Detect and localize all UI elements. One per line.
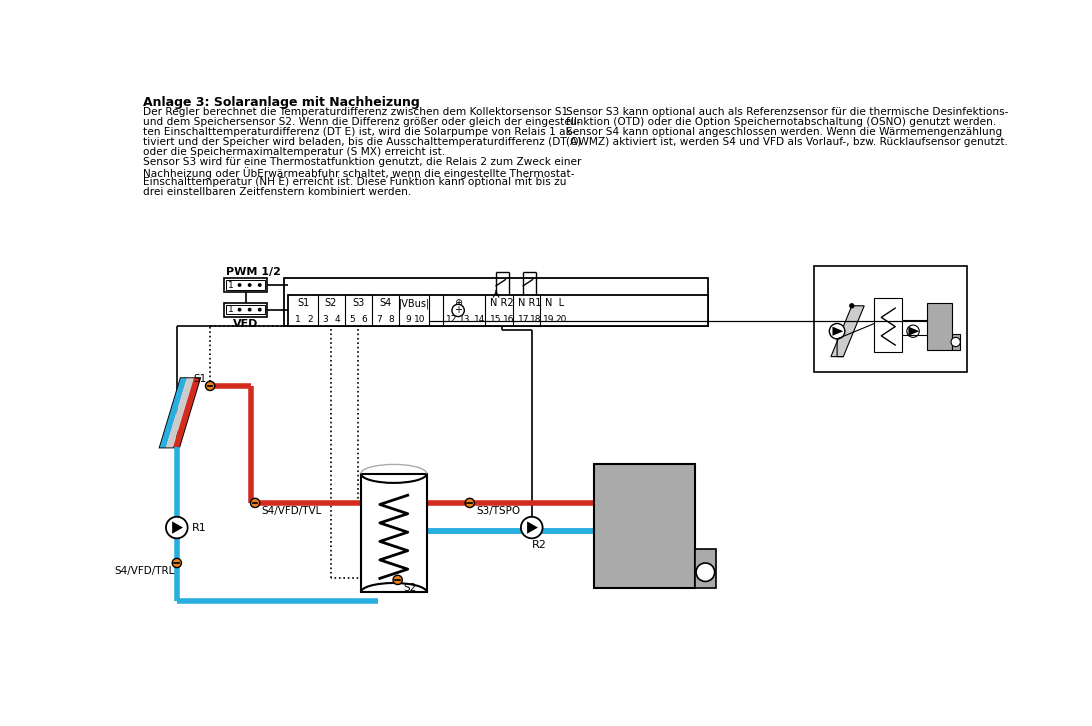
Text: Sensor S4 kann optional angeschlossen werden. Wenn die Wärmemengenzählung: Sensor S4 kann optional angeschlossen we… xyxy=(566,127,1002,137)
Text: R2: R2 xyxy=(532,539,547,550)
Circle shape xyxy=(906,325,919,338)
Text: 13: 13 xyxy=(459,314,470,324)
Polygon shape xyxy=(166,378,194,447)
Text: 3: 3 xyxy=(322,314,328,324)
Bar xyxy=(361,473,427,592)
Text: tiviert und der Speicher wird beladen, bis die Ausschalttemperaturdifferenz (DT : tiviert und der Speicher wird beladen, b… xyxy=(143,137,581,147)
Text: |VBus|: |VBus| xyxy=(399,298,429,309)
Text: N R1: N R1 xyxy=(518,298,542,308)
Bar xyxy=(952,333,960,351)
Text: N R2: N R2 xyxy=(490,298,514,308)
Text: VFD: VFD xyxy=(233,319,259,329)
Bar xyxy=(927,303,952,351)
Circle shape xyxy=(465,498,474,507)
Text: 1: 1 xyxy=(295,314,300,324)
Text: (OWMZ) aktiviert ist, werden S4 und VFD als Vorlauf-, bzw. Rücklaufsensor genutz: (OWMZ) aktiviert ist, werden S4 und VFD … xyxy=(566,137,1008,147)
Circle shape xyxy=(850,303,854,308)
Text: ten Einschalttemperaturdifferenz (DT E) ist, wird die Solarpumpe von Relais 1 ak: ten Einschalttemperaturdifferenz (DT E) … xyxy=(143,127,575,137)
Text: 2: 2 xyxy=(307,314,313,324)
Polygon shape xyxy=(909,327,919,336)
Text: Sensor S3 wird für eine Thermostatfunktion genutzt, die Relais 2 zum Zweck einer: Sensor S3 wird für eine Thermostatfunkti… xyxy=(143,158,581,167)
Text: 19: 19 xyxy=(543,314,555,324)
Bar xyxy=(594,465,695,587)
Text: 14: 14 xyxy=(474,314,486,324)
Text: S2: S2 xyxy=(404,583,417,593)
Circle shape xyxy=(521,517,543,539)
Text: funktion (OTD) oder die Option Speichernotabschaltung (OSNO) genutzt werden.: funktion (OTD) oder die Option Speichern… xyxy=(566,117,996,127)
Bar xyxy=(814,266,968,372)
Circle shape xyxy=(829,324,845,339)
Text: S1: S1 xyxy=(298,298,310,308)
Bar xyxy=(875,298,902,352)
Bar xyxy=(288,295,709,326)
Circle shape xyxy=(248,283,251,287)
Text: drei einstellbaren Zeitfenstern kombiniert werden.: drei einstellbaren Zeitfenstern kombinie… xyxy=(143,187,411,197)
Text: Sensor S3 kann optional auch als Referenzsensor für die thermische Desinfektions: Sensor S3 kann optional auch als Referen… xyxy=(566,107,1008,117)
Circle shape xyxy=(248,308,251,311)
Circle shape xyxy=(696,563,714,582)
Text: 6: 6 xyxy=(361,314,367,324)
Circle shape xyxy=(173,558,181,568)
Text: oder die Speichermaximaltemperatur (S MX) erreicht ist.: oder die Speichermaximaltemperatur (S MX… xyxy=(143,147,444,158)
Circle shape xyxy=(258,283,262,287)
Text: 1: 1 xyxy=(228,280,234,290)
Text: 5: 5 xyxy=(349,314,355,324)
Text: 7: 7 xyxy=(377,314,382,324)
Circle shape xyxy=(452,304,464,317)
Text: Anlage 3: Solaranlage mit Nachheizung: Anlage 3: Solaranlage mit Nachheizung xyxy=(143,97,419,110)
Text: 20: 20 xyxy=(556,314,567,324)
Circle shape xyxy=(951,338,960,346)
Text: 16: 16 xyxy=(502,314,514,324)
Circle shape xyxy=(258,308,262,311)
Text: S4: S4 xyxy=(379,298,391,308)
Text: Nachheizung oder ÜbErwärmeabfuhr schaltet, wenn die eingestellte Thermostat-: Nachheizung oder ÜbErwärmeabfuhr schalte… xyxy=(143,167,574,179)
Circle shape xyxy=(205,381,215,391)
Text: 18: 18 xyxy=(530,314,542,324)
Circle shape xyxy=(166,517,188,539)
Circle shape xyxy=(393,575,402,584)
Text: N  L: N L xyxy=(545,298,565,308)
Text: S4/VFD/TRL: S4/VFD/TRL xyxy=(115,566,175,576)
Text: und dem Speichersensor S2. Wenn die Differenz größer oder gleich der eingestell-: und dem Speichersensor S2. Wenn die Diff… xyxy=(143,117,580,127)
Bar xyxy=(226,305,265,314)
Text: S3: S3 xyxy=(352,298,365,308)
Polygon shape xyxy=(173,378,200,447)
Polygon shape xyxy=(159,378,200,447)
Text: 12: 12 xyxy=(447,314,458,324)
Bar xyxy=(226,280,265,290)
Polygon shape xyxy=(527,521,538,534)
Text: 9: 9 xyxy=(405,314,411,324)
Text: Einschalttemperatur (NH E) erreicht ist. Diese Funktion kann optional mit bis zu: Einschalttemperatur (NH E) erreicht ist.… xyxy=(143,177,566,187)
Text: 17: 17 xyxy=(518,314,529,324)
Text: ⊕: ⊕ xyxy=(454,298,462,308)
Bar xyxy=(224,278,268,292)
Text: S4/VFD/TVL: S4/VFD/TVL xyxy=(261,506,322,516)
Text: S3/TSPO: S3/TSPO xyxy=(476,506,520,516)
Text: R1: R1 xyxy=(192,523,207,533)
Polygon shape xyxy=(173,521,183,534)
Text: S2: S2 xyxy=(324,298,337,308)
Text: 15: 15 xyxy=(490,314,502,324)
Text: 4: 4 xyxy=(334,314,340,324)
Text: 10: 10 xyxy=(414,314,426,324)
Text: 8: 8 xyxy=(389,314,394,324)
Polygon shape xyxy=(159,378,187,447)
Polygon shape xyxy=(831,306,864,356)
Text: +: + xyxy=(454,306,462,315)
Text: 1: 1 xyxy=(228,305,234,314)
Circle shape xyxy=(250,498,260,507)
Bar xyxy=(284,278,709,326)
Bar xyxy=(224,303,268,317)
Circle shape xyxy=(238,283,241,287)
Text: S1: S1 xyxy=(193,374,206,383)
Text: PWM 1/2: PWM 1/2 xyxy=(226,266,281,277)
Circle shape xyxy=(238,308,241,311)
Bar xyxy=(695,549,716,587)
Text: Der Regler berechnet die Temperaturdifferenz zwischen dem Kollektorsensor S1: Der Regler berechnet die Temperaturdiffe… xyxy=(143,107,568,117)
Polygon shape xyxy=(832,327,843,336)
